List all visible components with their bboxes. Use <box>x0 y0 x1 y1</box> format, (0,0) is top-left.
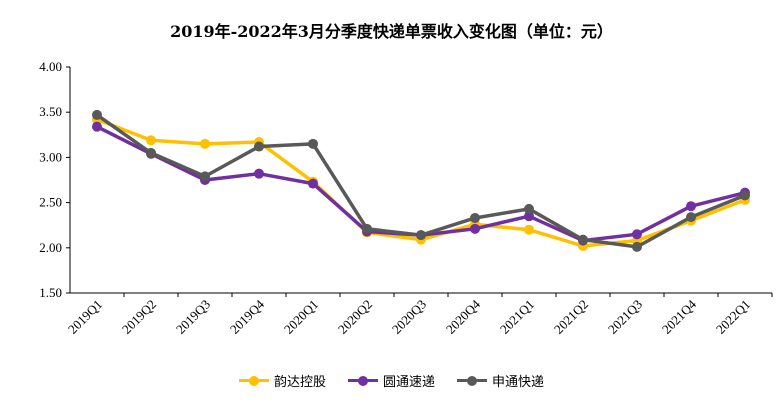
x-tick-label: 2021Q1 <box>497 297 537 337</box>
x-tick-label: 2020Q4 <box>443 296 484 337</box>
data-point <box>92 109 102 120</box>
data-point <box>524 203 534 214</box>
data-point <box>524 211 534 222</box>
data-point <box>524 224 534 235</box>
x-tick-label: 2020Q2 <box>335 297 375 337</box>
data-point <box>254 141 264 152</box>
data-point <box>740 190 750 201</box>
data-point <box>308 178 318 189</box>
legend-item: 韵达控股 <box>238 371 326 390</box>
legend: 韵达控股 圆通速递 申通快递 <box>0 371 783 390</box>
y-tick-label: 2.50 <box>39 195 62 210</box>
data-point <box>254 168 264 179</box>
x-tick-label: 2019Q1 <box>65 297 105 337</box>
x-tick-label: 2019Q4 <box>227 296 268 337</box>
y-tick-label: 3.50 <box>39 104 62 119</box>
data-point <box>632 229 642 240</box>
data-point <box>686 212 696 223</box>
x-tick-label: 2020Q3 <box>389 297 429 337</box>
x-tick-label: 2020Q1 <box>281 297 321 337</box>
legend-swatch <box>347 375 378 386</box>
data-point <box>200 138 210 149</box>
data-point <box>308 138 318 149</box>
data-point <box>686 201 696 212</box>
legend-label: 韵达控股 <box>273 375 326 390</box>
data-point <box>470 223 480 234</box>
legend-swatch <box>457 375 487 386</box>
data-point <box>578 234 588 245</box>
legend-item: 申通快递 <box>457 371 544 390</box>
x-tick-label: 2021Q4 <box>659 296 700 337</box>
y-tick-label: 4.00 <box>39 59 62 74</box>
legend-swatch <box>238 375 269 386</box>
data-point <box>146 135 156 146</box>
x-tick-label: 2019Q2 <box>119 297 159 337</box>
chart-title: 2019年-2022年3月分季度快递单票收入变化图（单位：元） <box>170 22 613 41</box>
y-tick-label: 2.00 <box>39 240 62 255</box>
x-tick-label: 2021Q3 <box>605 297 645 337</box>
x-tick-label: 2022Q1 <box>713 297 753 337</box>
x-tick-label: 2021Q2 <box>551 297 591 337</box>
data-point <box>200 171 210 182</box>
y-tick-label: 1.50 <box>39 285 62 300</box>
x-tick-label: 2019Q3 <box>173 297 213 337</box>
data-point <box>362 223 372 234</box>
data-point <box>146 147 156 158</box>
data-point <box>470 212 480 223</box>
legend-item: 圆通速递 <box>347 371 435 390</box>
y-tick-label: 3.00 <box>39 149 62 164</box>
data-point <box>92 121 102 132</box>
legend-label: 圆通速递 <box>382 375 435 390</box>
legend-label: 申通快递 <box>492 375 545 390</box>
data-point <box>416 230 426 241</box>
data-point <box>632 241 642 252</box>
